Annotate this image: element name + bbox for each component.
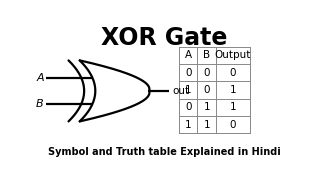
Text: XOR Gate: XOR Gate xyxy=(101,26,227,50)
Text: 1: 1 xyxy=(185,85,191,95)
Text: B: B xyxy=(203,50,210,60)
Text: 0: 0 xyxy=(204,85,210,95)
Text: Symbol and Truth table Explained in Hindi: Symbol and Truth table Explained in Hind… xyxy=(48,147,280,157)
Text: 0: 0 xyxy=(229,120,236,130)
Text: 1: 1 xyxy=(229,102,236,112)
Text: 1: 1 xyxy=(204,102,210,112)
Text: Output: Output xyxy=(215,50,251,60)
Text: 0: 0 xyxy=(229,68,236,78)
Text: 1: 1 xyxy=(229,85,236,95)
Text: B: B xyxy=(36,99,44,109)
Text: 1: 1 xyxy=(204,120,210,130)
Text: 1: 1 xyxy=(185,120,191,130)
Text: 0: 0 xyxy=(204,68,210,78)
Text: A: A xyxy=(185,50,192,60)
Text: out: out xyxy=(173,86,190,96)
Text: 0: 0 xyxy=(185,68,191,78)
Text: A: A xyxy=(36,73,44,83)
Text: 0: 0 xyxy=(185,102,191,112)
